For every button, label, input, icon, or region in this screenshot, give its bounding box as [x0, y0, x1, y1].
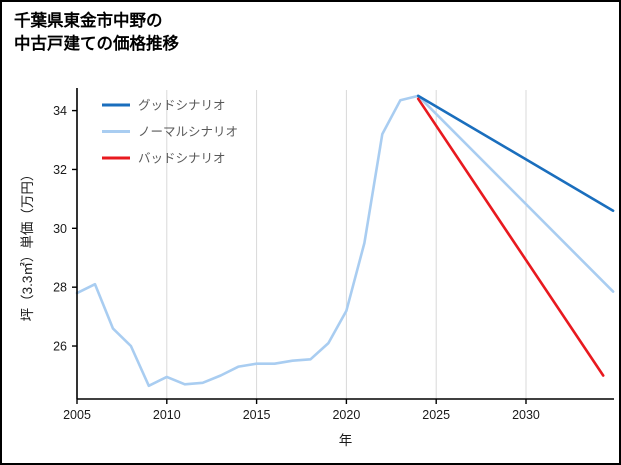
- y-axis-label: 坪（3.3㎡）単価（万円）: [20, 168, 35, 322]
- x-tick-label: 2010: [153, 408, 181, 422]
- x-tick-label: 2005: [63, 408, 91, 422]
- chart-title-line2: 中古戸建ての価格推移: [14, 35, 179, 54]
- x-tick-label: 2025: [422, 408, 450, 422]
- y-tick-label: 34: [53, 104, 67, 118]
- chart-title-line1: 千葉県東金市中野の: [14, 12, 163, 30]
- series-line-historical: [75, 94, 420, 388]
- y-tick-label: 30: [53, 222, 67, 236]
- chart-title: 千葉県東金市中野の 中古戸建ての価格推移: [14, 10, 179, 57]
- y-tick-label: 28: [53, 281, 67, 295]
- x-tick-label: 2020: [332, 408, 360, 422]
- x-axis-label: 年: [339, 433, 353, 448]
- y-tick-label: 26: [53, 340, 67, 354]
- legend-label-normal: ノーマルシナリオ: [138, 125, 238, 139]
- legend-label-good: グッドシナリオ: [138, 99, 226, 113]
- x-tick-label: 2030: [512, 408, 540, 422]
- y-tick-label: 32: [53, 163, 67, 177]
- x-tick-label: 2015: [243, 408, 271, 422]
- series-line-bad-scenario: [416, 97, 605, 377]
- legend-label-bad: バッドシナリオ: [138, 152, 226, 166]
- series-line-good-scenario: [416, 94, 615, 212]
- series-line-normal-scenario: [416, 94, 615, 293]
